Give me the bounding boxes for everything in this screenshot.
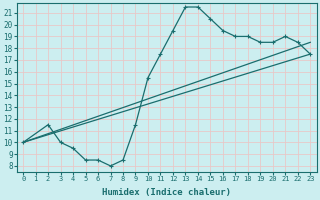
X-axis label: Humidex (Indice chaleur): Humidex (Indice chaleur) xyxy=(102,188,231,197)
